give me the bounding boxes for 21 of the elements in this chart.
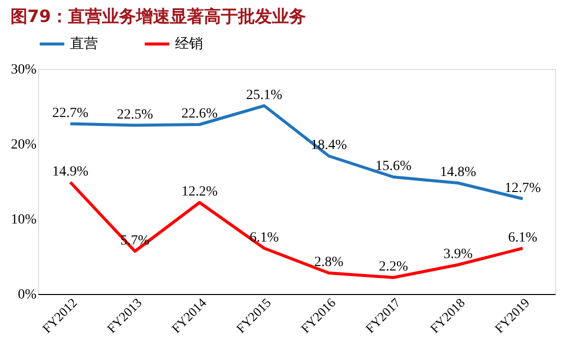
data-label: 12.2%: [181, 184, 218, 200]
data-label: 6.1%: [250, 230, 280, 246]
data-label: 2.8%: [314, 255, 344, 270]
chart-title: 图79：直营业务增速显著高于批发业务: [10, 7, 306, 27]
legend-label: 经销: [175, 36, 203, 52]
data-label: 2.2%: [378, 260, 408, 274]
data-label: 14.9%: [52, 164, 89, 180]
data-label: 25.1%: [246, 88, 283, 103]
data-label: 6.1%: [508, 230, 538, 246]
y-tick-label: 0%: [18, 288, 37, 302]
data-label: 12.7%: [504, 180, 542, 196]
data-label: 22.6%: [181, 106, 218, 122]
data-label: 15.6%: [375, 159, 412, 174]
legend-label: 直营: [70, 36, 98, 52]
y-tick-label: 20%: [10, 138, 37, 152]
data-label: 3.9%: [443, 246, 473, 262]
data-label: 22.5%: [116, 107, 154, 122]
y-tick-label: 10%: [10, 212, 37, 228]
y-tick-label: 30%: [10, 62, 37, 78]
data-label: 14.8%: [440, 165, 476, 180]
data-label: 22.7%: [52, 106, 89, 121]
